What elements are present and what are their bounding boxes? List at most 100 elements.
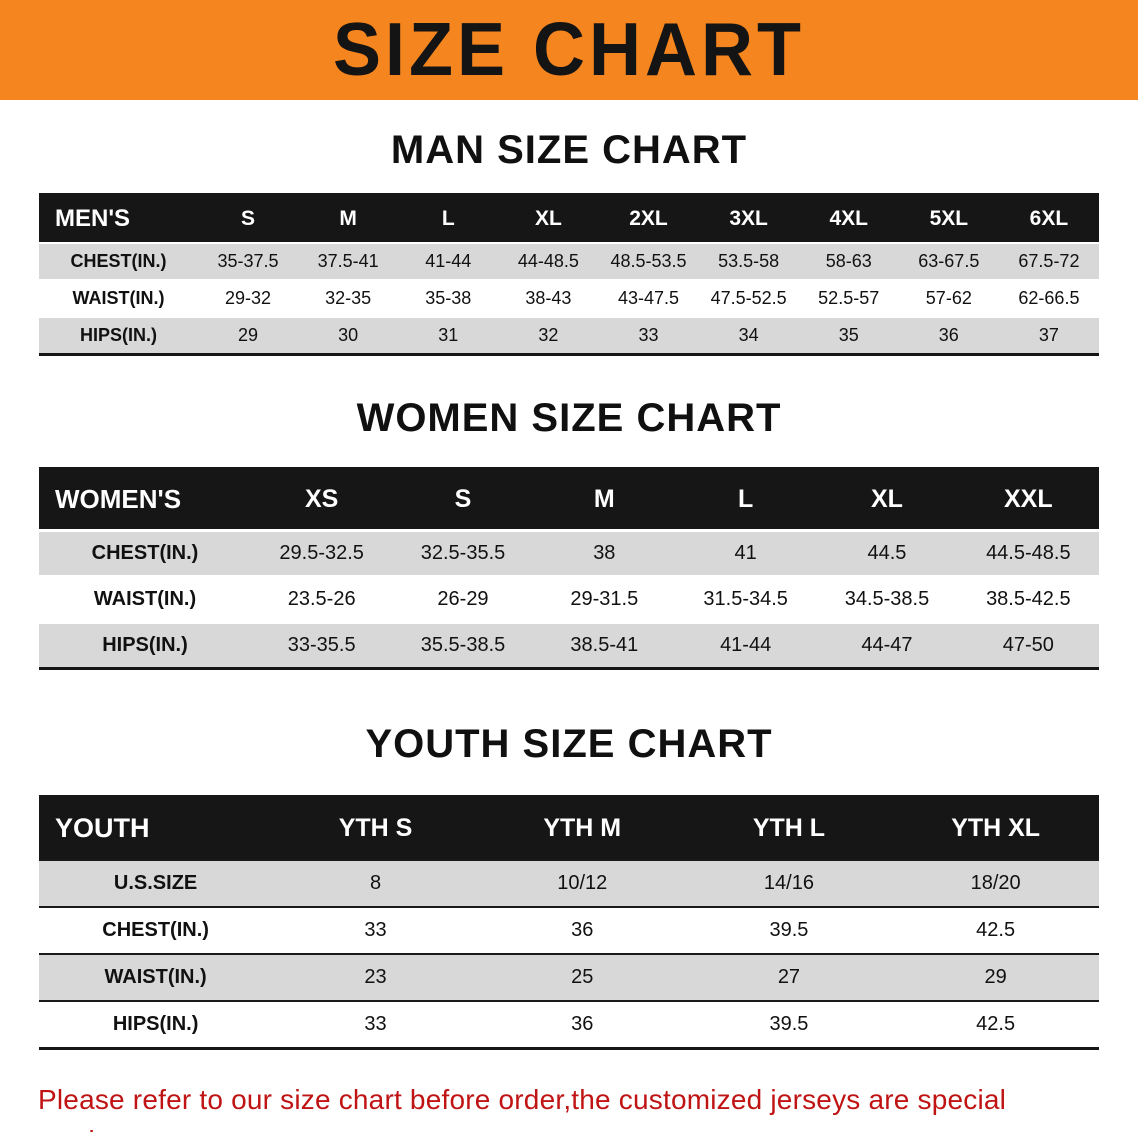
table-row: HIPS(IN.) 33-35.5 35.5-38.5 38.5-41 41-44 44-… xyxy=(39,622,1099,669)
women-section-heading: WOMEN SIZE CHART xyxy=(356,396,782,440)
table-header-row: YOUTH YTH S YTH M YTH L YTH XL xyxy=(39,796,1099,860)
size-value: 53.5-58 xyxy=(718,251,780,271)
row-label: HIPS(IN.) xyxy=(112,1013,199,1035)
size-column-header: S xyxy=(392,468,534,531)
size-value: 36 xyxy=(571,1013,594,1035)
youth-section: YOUTH SIZE CHART YOUTH YTH S YTH M YTH L YTH… xyxy=(0,722,1138,1050)
size-value: 41-44 xyxy=(425,251,472,271)
table-row: CHEST(IN.) 29.5-32.5 32.5-35.5 38 41 44.5 44.5… xyxy=(39,530,1099,577)
men-size-table: MEN'S S M L XL 2XL 3XL 4XL 5XL 6XL CHEST(IN.) 35-37… xyxy=(39,193,1099,356)
row-label: WAIST(IN.) xyxy=(93,588,197,610)
size-column-header: 6XL xyxy=(998,194,1099,243)
youth-size-table: YOUTH YTH S YTH M YTH L YTH XL U.S.SIZE 8 10/12… xyxy=(39,795,1099,1050)
size-value: 26-29 xyxy=(437,588,489,610)
size-value: 44.5 xyxy=(867,542,907,564)
size-value: 44.5-48.5 xyxy=(986,542,1071,564)
size-value: 32-35 xyxy=(325,288,372,308)
size-value: 38.5-42.5 xyxy=(986,588,1071,610)
size-value: 27 xyxy=(777,966,801,988)
size-value: 32.5-35.5 xyxy=(420,542,506,564)
size-value: 35.5-38.5 xyxy=(420,634,506,656)
size-value: 14/16 xyxy=(763,872,814,894)
size-value: 36 xyxy=(938,325,959,345)
table-category-header: MEN'S xyxy=(39,194,198,243)
size-value: 34.5-38.5 xyxy=(844,588,930,610)
size-value: 31 xyxy=(438,325,459,345)
table-category-header: WOMEN'S xyxy=(39,468,251,531)
size-column-header: 4XL xyxy=(798,194,899,243)
size-value: 29-31.5 xyxy=(570,588,639,610)
size-value: 57-62 xyxy=(925,288,972,308)
row-label: WAIST(IN.) xyxy=(72,288,165,308)
size-value: 67.5-72 xyxy=(1018,251,1080,271)
size-column-header: YTH XL xyxy=(892,796,1099,860)
size-value: 39.5 xyxy=(769,919,809,941)
size-value: 58-63 xyxy=(825,251,872,271)
size-value: 47.5-52.5 xyxy=(710,288,787,308)
row-label: CHEST(IN.) xyxy=(91,542,199,564)
size-value: 43-47.5 xyxy=(617,288,680,308)
size-value: 33 xyxy=(638,325,659,345)
size-value: 32 xyxy=(538,325,559,345)
size-value: 38-43 xyxy=(525,288,572,308)
women-size-table: WOMEN'S XS S M L XL XXL CHEST(IN.) 29.5-32.5 32.5… xyxy=(39,467,1099,670)
size-value: 29 xyxy=(238,325,259,345)
banner: SIZE CHART xyxy=(0,0,1138,100)
size-value: 37 xyxy=(1038,325,1059,345)
size-value: 33 xyxy=(364,1013,387,1035)
notice-line-1: Please refer to our size chart before or… xyxy=(38,1084,1007,1132)
size-column-header: XL xyxy=(498,194,599,243)
size-value: 41-44 xyxy=(720,634,772,656)
size-value: 37.5-41 xyxy=(317,251,379,271)
table-row: HIPS(IN.) 29 30 31 32 33 34 35 36 37 xyxy=(39,317,1099,355)
size-column-header: YTH M xyxy=(478,796,686,860)
size-value: 8 xyxy=(369,872,382,894)
size-value: 29-32 xyxy=(225,288,272,308)
size-value: 29.5-32.5 xyxy=(279,542,364,564)
size-value: 48.5-53.5 xyxy=(610,251,687,271)
size-value: 23 xyxy=(364,966,387,988)
size-value: 44-47 xyxy=(861,634,913,656)
size-value: 36 xyxy=(571,919,594,941)
men-section: MAN SIZE CHART MEN'S S M L XL 2XL 3XL 4XL 5XL 6XL… xyxy=(0,128,1138,356)
size-value: 35-38 xyxy=(425,288,472,308)
size-column-header: YTH L xyxy=(685,796,893,860)
size-value: 44-48.5 xyxy=(517,251,579,271)
size-value: 35-37.5 xyxy=(217,251,279,271)
table-row: CHEST(IN.) 33 36 39.5 42.5 xyxy=(39,907,1099,954)
row-label: CHEST(IN.) xyxy=(102,919,209,941)
table-row: HIPS(IN.) 33 36 39.5 42.5 xyxy=(39,1001,1099,1049)
men-section-heading: MAN SIZE CHART xyxy=(390,128,748,172)
size-value: 38 xyxy=(593,542,616,564)
row-label: HIPS(IN.) xyxy=(79,325,157,345)
size-value: 42.5 xyxy=(976,1013,1016,1035)
women-section: WOMEN SIZE CHART WOMEN'S XS S M L XL XXL CHEST(… xyxy=(0,396,1138,670)
size-column-header: M xyxy=(533,468,675,531)
table-row: WAIST(IN.) 29-32 32-35 35-38 38-43 43-47.5 47.… xyxy=(39,280,1099,317)
size-value: 35 xyxy=(838,325,859,345)
size-value: 25 xyxy=(571,966,594,988)
youth-section-heading: YOUTH SIZE CHART xyxy=(365,722,773,766)
table-row: U.S.SIZE 8 10/12 14/16 18/20 xyxy=(39,860,1099,907)
size-column-header: S xyxy=(198,194,299,243)
table-header-row: WOMEN'S XS S M L XL XXL xyxy=(39,468,1099,531)
row-label: HIPS(IN.) xyxy=(102,634,188,656)
size-column-header: 3XL xyxy=(698,194,799,243)
size-column-header: XXL xyxy=(957,468,1099,531)
size-value: 34 xyxy=(738,325,759,345)
size-value: 30 xyxy=(338,325,359,345)
row-label: WAIST(IN.) xyxy=(104,966,207,988)
size-column-header: 2XL xyxy=(598,194,699,243)
size-value: 42.5 xyxy=(976,919,1016,941)
size-value: 39.5 xyxy=(769,1013,809,1035)
page-title: SIZE CHART xyxy=(333,8,805,93)
size-column-header: 5XL xyxy=(898,194,999,243)
size-column-header: XL xyxy=(816,468,958,531)
size-column-header: XS xyxy=(251,468,393,531)
row-label: U.S.SIZE xyxy=(113,872,198,894)
table-category-header: YOUTH xyxy=(39,796,273,860)
size-value: 47-50 xyxy=(1002,634,1054,656)
size-value: 41 xyxy=(734,542,757,564)
size-column-header: L xyxy=(674,468,817,531)
